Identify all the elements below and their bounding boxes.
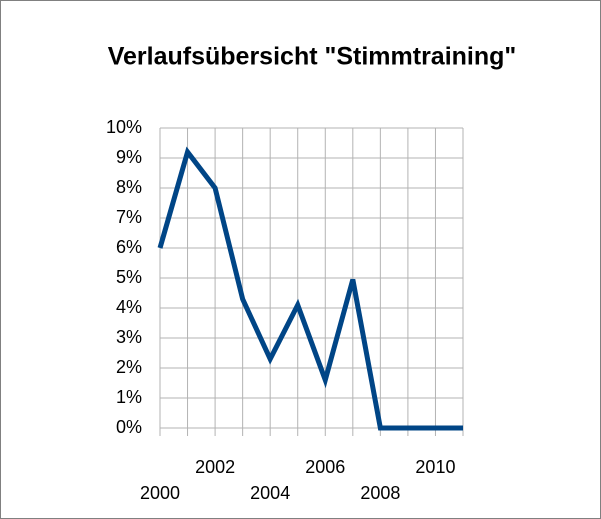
x-tick-label: 2010: [415, 457, 455, 477]
y-tick-label: 5%: [116, 267, 142, 287]
y-tick-label: 6%: [116, 237, 142, 257]
x-tick-label: 2002: [195, 457, 235, 477]
y-tick-label: 9%: [116, 147, 142, 167]
y-tick-label: 2%: [116, 357, 142, 377]
y-tick-label: 0%: [116, 417, 142, 437]
x-tick-label: 2008: [360, 483, 400, 503]
y-tick-label: 7%: [116, 207, 142, 227]
data-line: [157, 146, 463, 431]
y-tick-label: 8%: [116, 177, 142, 197]
x-tick-label: 2006: [305, 457, 345, 477]
x-tick-label: 2004: [250, 483, 290, 503]
y-tick-label: 4%: [116, 297, 142, 317]
chart-title: Verlaufsübersicht "Stimmtraining": [108, 43, 517, 71]
x-tick-label: 2000: [140, 483, 180, 503]
y-tick-label: 1%: [116, 387, 142, 407]
y-tick-label: 10%: [106, 117, 142, 137]
y-tick-label: 3%: [116, 327, 142, 347]
